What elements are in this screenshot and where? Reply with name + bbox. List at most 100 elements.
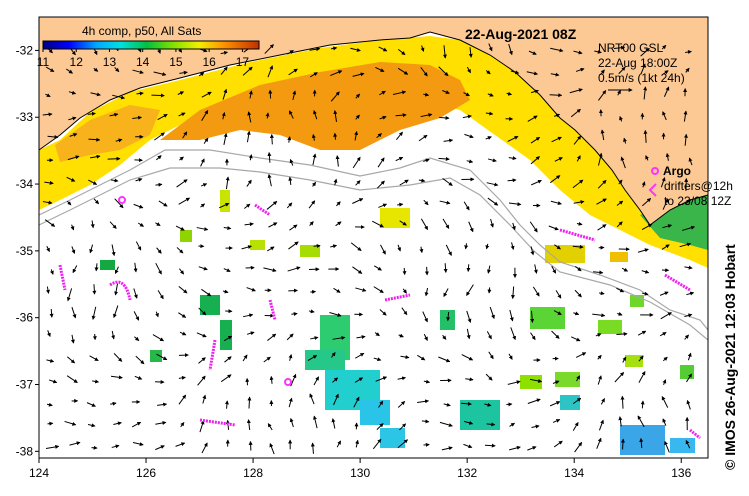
current-vector — [527, 398, 541, 404]
current-vector — [549, 401, 561, 407]
plot-frame — [38, 16, 709, 459]
current-vector — [507, 178, 517, 183]
current-vector — [617, 89, 621, 96]
current-vector — [395, 156, 404, 162]
current-vector — [551, 330, 560, 339]
colorbar-tick-label: 13 — [103, 55, 117, 69]
current-vector — [352, 266, 363, 274]
current-vector — [555, 290, 562, 299]
current-vector — [312, 153, 317, 166]
current-vector — [594, 49, 602, 54]
current-vector — [289, 417, 294, 428]
current-vector — [176, 179, 188, 188]
current-vector — [397, 376, 407, 381]
current-vector — [463, 92, 470, 97]
current-vector — [443, 288, 449, 298]
current-vector — [246, 419, 251, 431]
lat-tick-label: -38 — [16, 444, 34, 458]
current-vector — [308, 200, 316, 209]
current-vector — [466, 310, 472, 323]
colorbar-gradient — [42, 40, 260, 50]
lat-tick-label: -33 — [16, 110, 34, 124]
current-vector — [686, 399, 691, 410]
current-vector — [484, 443, 496, 448]
current-vector — [220, 66, 228, 75]
current-vector — [375, 376, 388, 382]
current-vector — [267, 173, 272, 187]
current-vector — [182, 131, 188, 139]
current-vector — [354, 377, 364, 383]
current-vector — [576, 375, 581, 382]
current-vector — [89, 244, 94, 254]
current-vector — [639, 437, 644, 449]
current-vectors — [42, 41, 696, 455]
current-vector — [574, 441, 583, 453]
current-vector — [267, 246, 275, 252]
current-vector — [614, 371, 625, 383]
current-vector — [246, 331, 255, 336]
colorbar-tick-label: 12 — [70, 55, 84, 69]
current-vector — [438, 156, 450, 161]
lon-tick-label: 132 — [457, 466, 477, 480]
current-vector — [576, 155, 581, 162]
current-vector — [438, 66, 449, 77]
current-vector — [616, 287, 625, 293]
current-vector — [462, 114, 472, 119]
current-vector — [68, 116, 77, 121]
current-vector — [485, 70, 491, 75]
lat-tick-label: -32 — [16, 43, 34, 57]
imos-credit: © IMOS 26-Aug-2021 12:03 Hobart — [722, 244, 738, 470]
current-vector — [466, 264, 471, 272]
current-vector — [269, 133, 274, 145]
current-vector — [354, 352, 365, 359]
current-vector — [267, 423, 273, 431]
current-vector — [135, 241, 142, 251]
current-vector — [47, 330, 51, 338]
current-vector — [510, 70, 520, 75]
current-vector — [553, 440, 563, 448]
lon-tick-label: 124 — [29, 466, 49, 480]
current-vector — [507, 136, 519, 142]
current-vector — [679, 242, 692, 248]
current-vector — [46, 286, 50, 294]
current-vector — [49, 379, 58, 384]
current-vector — [333, 287, 341, 293]
current-vector — [223, 226, 232, 230]
current-vector — [175, 225, 185, 231]
current-vector — [461, 401, 472, 406]
current-vector — [155, 421, 167, 425]
current-vector — [175, 442, 186, 447]
current-vector — [597, 179, 607, 189]
current-vector — [156, 353, 168, 361]
current-vector — [287, 266, 301, 272]
drifter-track — [689, 428, 701, 440]
current-vector — [572, 244, 584, 249]
current-vector — [400, 355, 410, 360]
current-vector — [289, 224, 298, 231]
current-vector — [508, 156, 517, 161]
current-vector — [243, 313, 254, 318]
current-vector — [201, 442, 208, 454]
argo-marker-icon — [651, 167, 659, 175]
lon-tick-label: 130 — [350, 466, 370, 480]
current-vector — [464, 133, 474, 139]
current-vector — [111, 444, 120, 449]
current-vector — [662, 418, 667, 426]
current-vector — [46, 246, 50, 253]
current-vector — [132, 115, 143, 120]
current-vector — [376, 133, 382, 139]
current-vector — [530, 246, 535, 256]
current-vector — [397, 439, 409, 449]
current-vector — [665, 152, 670, 161]
current-vector — [198, 357, 206, 364]
current-vector — [288, 176, 293, 185]
current-vector — [466, 284, 474, 296]
sst-warm-core — [160, 62, 470, 150]
current-vector — [392, 90, 407, 96]
current-vector — [286, 202, 293, 209]
current-vector — [90, 154, 101, 159]
current-legend: NRT00 GSL 22-Aug 18:00Z 0.5m/s (1kt 24h) — [598, 41, 685, 92]
current-vector — [201, 91, 212, 98]
current-vector — [528, 50, 537, 55]
current-vector — [641, 269, 650, 274]
